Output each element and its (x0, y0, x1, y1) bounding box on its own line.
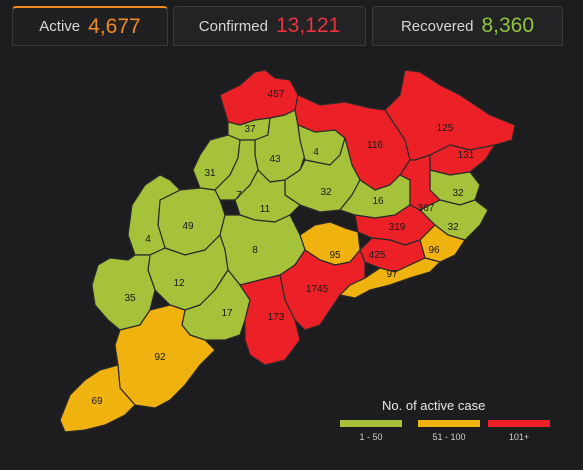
district-label-5: 125 (437, 123, 454, 134)
district-region-25[interactable] (91, 254, 156, 331)
tab-recovered[interactable]: Recovered 8,360 (372, 6, 563, 46)
district-label-4: 116 (367, 140, 383, 151)
district-label-16: 4 (145, 234, 151, 245)
district-label-2: 43 (269, 154, 281, 165)
district-region-16[interactable] (127, 174, 181, 256)
tab-active-label: Active (39, 18, 81, 35)
tab-confirmed-label: Confirmed (198, 17, 268, 35)
legend-swatch-mid (418, 420, 480, 427)
district-label-24: 12 (173, 278, 185, 289)
district-label-22: 97 (386, 269, 398, 280)
district-label-27: 173 (268, 312, 285, 323)
district-label-12: 367 (418, 203, 435, 214)
district-label-9: 32 (320, 187, 332, 198)
tab-recovered-value: 8,360 (481, 14, 535, 37)
legend-swatch-low (340, 420, 402, 427)
tab-confirmed[interactable]: Confirmed 13,121 (173, 6, 366, 46)
district-region-27[interactable] (239, 274, 301, 366)
district-label-19: 96 (428, 245, 440, 256)
district-label-8: 7 (236, 190, 242, 201)
district-label-1: 37 (244, 124, 256, 135)
district-region-29[interactable] (59, 364, 136, 433)
district-label-20: 8 (252, 245, 258, 256)
district-label-29: 69 (91, 396, 103, 407)
legend-title: No. of active case (382, 398, 486, 413)
district-label-25: 35 (124, 293, 136, 304)
district-label-7: 31 (204, 168, 216, 179)
legend-label-high: 101+ (508, 432, 530, 442)
district-region-22[interactable] (339, 257, 441, 299)
district-label-14: 11 (260, 204, 271, 215)
district-label-15: 49 (182, 221, 194, 232)
district-label-0: 457 (268, 89, 285, 100)
district-label-23: 1745 (306, 284, 329, 295)
district-label-6: 131 (458, 150, 475, 161)
legend-label-mid: 51 - 100 (432, 432, 466, 442)
legend-swatch-high (488, 420, 550, 427)
district-region-5[interactable] (384, 69, 516, 161)
stat-tabs: Active 4,677 Confirmed 13,121 Recovered … (0, 0, 583, 48)
district-map: 457 37 43 4 116 125 131 31 7 32 32 16 36… (59, 69, 516, 433)
district-label-10: 32 (452, 188, 464, 199)
district-label-18: 95 (329, 250, 341, 261)
tab-active[interactable]: Active 4,677 (12, 6, 168, 46)
district-label-3: 4 (313, 147, 319, 158)
legend-label-low: 1 - 50 (359, 432, 383, 442)
map-legend: 1 - 50 51 - 100 101+ (340, 420, 560, 450)
tab-recovered-label: Recovered (400, 17, 474, 35)
district-label-26: 17 (221, 308, 233, 319)
district-label-13: 32 (447, 222, 459, 233)
district-label-21: 425 (369, 250, 386, 261)
tab-active-value: 4,677 (88, 14, 141, 38)
district-label-17: 319 (389, 222, 406, 233)
tab-confirmed-value: 13,121 (275, 14, 341, 37)
district-label-28: 92 (154, 352, 166, 363)
district-label-11: 16 (372, 196, 384, 207)
